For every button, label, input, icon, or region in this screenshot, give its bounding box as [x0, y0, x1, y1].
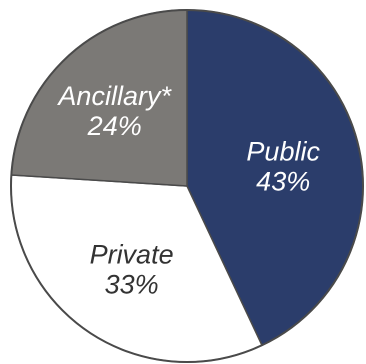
pie-outline: [10, 9, 364, 363]
slice-label-name: Public: [246, 137, 320, 167]
slice-label-value: 33%: [105, 270, 159, 300]
slice-label-name: Private: [90, 240, 174, 270]
slice-label-value: 24%: [87, 111, 142, 141]
slice-label-name: Ancillary*: [56, 81, 172, 111]
slice-label-value: 43%: [256, 167, 310, 197]
slices-layer: [10, 9, 364, 363]
